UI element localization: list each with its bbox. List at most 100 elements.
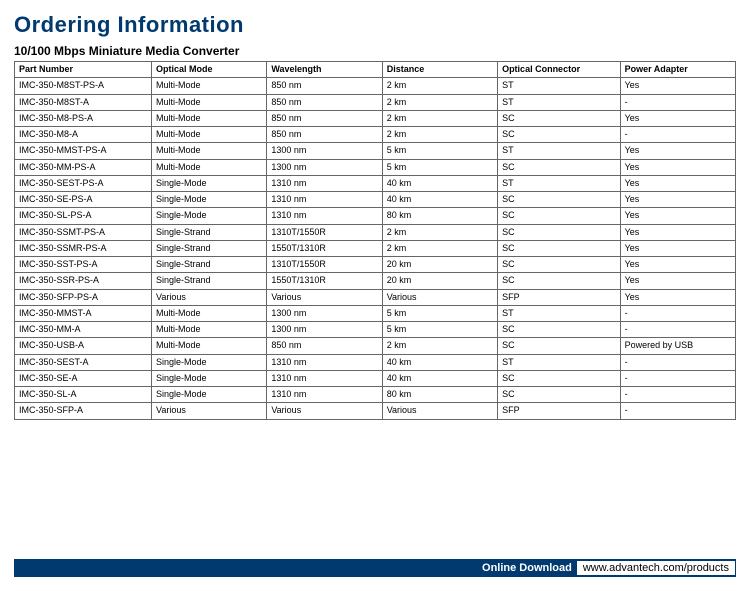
table-cell: ST (498, 305, 621, 321)
table-cell: 40 km (382, 175, 497, 191)
table-cell: Multi-Mode (151, 159, 266, 175)
table-cell: 2 km (382, 94, 497, 110)
table-row: IMC-350-SL-PS-ASingle-Mode1310 nm80 kmSC… (15, 208, 736, 224)
table-cell: SC (498, 110, 621, 126)
table-cell: 1550T/1310R (267, 273, 382, 289)
table-cell: Multi-Mode (151, 143, 266, 159)
footer-url[interactable]: www.advantech.com/products (576, 560, 736, 576)
table-cell: SC (498, 338, 621, 354)
table-cell: 850 nm (267, 127, 382, 143)
table-row: IMC-350-SE-ASingle-Mode1310 nm40 kmSC- (15, 370, 736, 386)
table-cell: IMC-350-SSMR-PS-A (15, 240, 152, 256)
table-cell: Multi-Mode (151, 305, 266, 321)
table-row: IMC-350-SEST-ASingle-Mode1310 nm40 kmST- (15, 354, 736, 370)
table-cell: 80 km (382, 387, 497, 403)
table-cell: 850 nm (267, 338, 382, 354)
table-cell: 1310 nm (267, 175, 382, 191)
table-row: IMC-350-SST-PS-ASingle-Strand1310T/1550R… (15, 257, 736, 273)
table-cell: - (620, 403, 735, 419)
table-cell: 20 km (382, 257, 497, 273)
table-row: IMC-350-SFP-AVariousVariousVariousSFP- (15, 403, 736, 419)
table-cell: 1300 nm (267, 143, 382, 159)
table-cell: IMC-350-SSMT-PS-A (15, 224, 152, 240)
table-cell: SC (498, 127, 621, 143)
table-cell: 850 nm (267, 78, 382, 94)
table-row: IMC-350-M8ST-PS-AMulti-Mode850 nm2 kmSTY… (15, 78, 736, 94)
column-header: Optical Connector (498, 62, 621, 78)
table-cell: IMC-350-MMST-PS-A (15, 143, 152, 159)
table-cell: 5 km (382, 143, 497, 159)
table-cell: 2 km (382, 110, 497, 126)
table-cell: 1310 nm (267, 354, 382, 370)
table-cell: IMC-350-MM-A (15, 322, 152, 338)
table-cell: SC (498, 159, 621, 175)
table-cell: SFP (498, 289, 621, 305)
page-title: Ordering Information (14, 12, 736, 38)
table-cell: ST (498, 175, 621, 191)
table-cell: IMC-350-SFP-PS-A (15, 289, 152, 305)
table-row: IMC-350-SSR-PS-ASingle-Strand1550T/1310R… (15, 273, 736, 289)
table-cell: 1550T/1310R (267, 240, 382, 256)
table-cell: SC (498, 240, 621, 256)
table-cell: Single-Mode (151, 192, 266, 208)
table-cell: Single-Mode (151, 387, 266, 403)
table-cell: 1310 nm (267, 208, 382, 224)
table-cell: 1310 nm (267, 192, 382, 208)
table-cell: IMC-350-SFP-A (15, 403, 152, 419)
table-cell: Yes (620, 78, 735, 94)
table-cell: Yes (620, 175, 735, 191)
table-cell: 20 km (382, 273, 497, 289)
table-row: IMC-350-M8ST-AMulti-Mode850 nm2 kmST- (15, 94, 736, 110)
table-cell: 1310T/1550R (267, 257, 382, 273)
table-cell: 80 km (382, 208, 497, 224)
table-cell: 1310T/1550R (267, 224, 382, 240)
table-row: IMC-350-USB-AMulti-Mode850 nm2 kmSCPower… (15, 338, 736, 354)
table-cell: IMC-350-M8ST-A (15, 94, 152, 110)
column-header: Distance (382, 62, 497, 78)
table-cell: 5 km (382, 159, 497, 175)
table-cell: SC (498, 322, 621, 338)
table-cell: IMC-350-SEST-A (15, 354, 152, 370)
table-cell: 1300 nm (267, 305, 382, 321)
table-cell: Single-Mode (151, 370, 266, 386)
table-cell: IMC-350-SEST-PS-A (15, 175, 152, 191)
table-header-row: Part NumberOptical ModeWavelengthDistanc… (15, 62, 736, 78)
table-cell: Single-Strand (151, 240, 266, 256)
column-header: Power Adapter (620, 62, 735, 78)
table-row: IMC-350-SSMT-PS-ASingle-Strand1310T/1550… (15, 224, 736, 240)
table-cell: 40 km (382, 354, 497, 370)
table-cell: Single-Strand (151, 257, 266, 273)
table-cell: Yes (620, 110, 735, 126)
table-cell: ST (498, 94, 621, 110)
table-cell: IMC-350-MM-PS-A (15, 159, 152, 175)
table-cell: Yes (620, 240, 735, 256)
table-cell: Yes (620, 224, 735, 240)
table-cell: Multi-Mode (151, 78, 266, 94)
table-cell: Various (382, 403, 497, 419)
table-cell: Single-Mode (151, 208, 266, 224)
table-row: IMC-350-MM-AMulti-Mode1300 nm5 kmSC- (15, 322, 736, 338)
table-cell: Yes (620, 192, 735, 208)
table-cell: IMC-350-M8-A (15, 127, 152, 143)
table-cell: SC (498, 257, 621, 273)
table-cell: 40 km (382, 370, 497, 386)
table-cell: IMC-350-M8-PS-A (15, 110, 152, 126)
table-cell: SC (498, 192, 621, 208)
table-cell: - (620, 354, 735, 370)
table-cell: Various (267, 403, 382, 419)
table-cell: Multi-Mode (151, 322, 266, 338)
table-cell: 1300 nm (267, 322, 382, 338)
table-row: IMC-350-MMST-PS-AMulti-Mode1300 nm5 kmST… (15, 143, 736, 159)
table-cell: - (620, 322, 735, 338)
table-cell: Various (267, 289, 382, 305)
table-cell: 5 km (382, 305, 497, 321)
table-cell: Multi-Mode (151, 94, 266, 110)
table-cell: ST (498, 143, 621, 159)
table-cell: 2 km (382, 338, 497, 354)
table-cell: Multi-Mode (151, 110, 266, 126)
column-header: Wavelength (267, 62, 382, 78)
footer-bar: Online Download www.advantech.com/produc… (14, 559, 736, 577)
table-cell: 1300 nm (267, 159, 382, 175)
table-cell: Single-Strand (151, 273, 266, 289)
table-cell: Yes (620, 208, 735, 224)
